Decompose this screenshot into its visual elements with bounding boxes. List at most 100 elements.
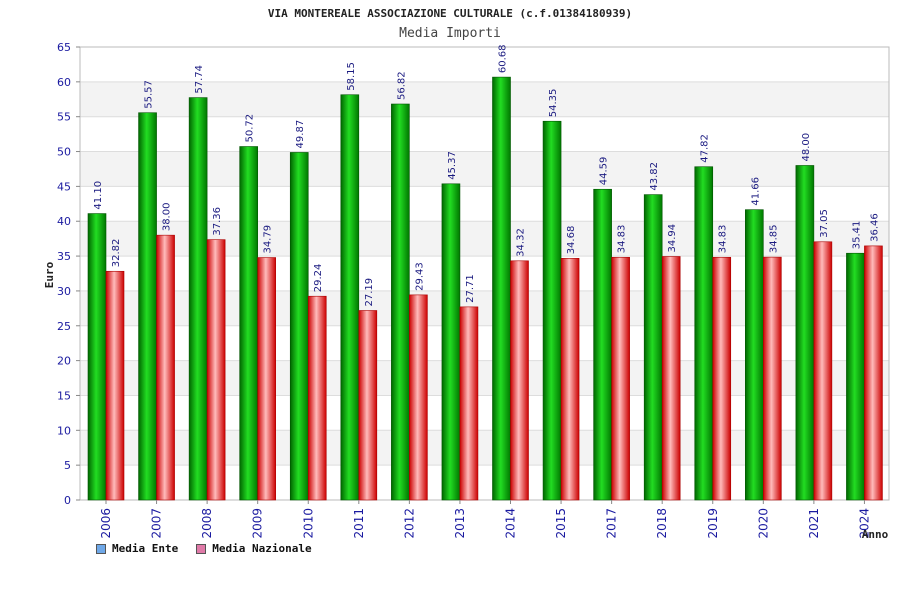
bar-ente <box>593 188 612 501</box>
value-label-nazionale: 34.83 <box>617 225 628 254</box>
value-label-ente: 57.74 <box>194 65 205 94</box>
x-tick-label: 2008 <box>200 508 214 539</box>
value-label-nazionale: 29.24 <box>313 264 324 293</box>
value-label-nazionale: 34.94 <box>667 224 678 253</box>
x-tick-label: 2021 <box>807 508 821 539</box>
chart-subtitle: Media Importi <box>399 26 501 41</box>
value-label-nazionale: 34.85 <box>768 224 779 253</box>
value-label-ente: 35.41 <box>851 221 862 250</box>
x-tick-label: 2009 <box>251 508 265 539</box>
bar-ente <box>643 194 663 501</box>
bar-nazionale <box>864 245 883 501</box>
y-tick-label: 25 <box>57 320 71 333</box>
value-label-ente: 44.59 <box>599 157 610 186</box>
y-axis-label: Euro <box>43 261 56 288</box>
value-label-ente: 48.00 <box>801 133 812 162</box>
x-tick-label: 2010 <box>301 508 315 539</box>
y-tick-label: 5 <box>64 459 71 472</box>
y-tick-label: 65 <box>57 41 71 54</box>
value-label-nazionale: 29.43 <box>414 262 425 291</box>
legend-label-ente: Media Ente <box>112 542 179 555</box>
bar-ente <box>492 76 511 501</box>
bar-ente <box>289 152 309 501</box>
bar-nazionale <box>206 239 226 501</box>
value-label-ente: 45.37 <box>447 151 458 180</box>
bars: 41.10 32.82 55.57 38.00 57.74 37.36 50.72 34.79… <box>87 44 883 501</box>
x-tick-label: 2006 <box>99 508 113 539</box>
legend-swatch-ente <box>96 543 106 554</box>
bar-nazionale <box>459 306 479 501</box>
y-tick-label: 55 <box>57 111 71 124</box>
x-tick-label: 2014 <box>504 508 518 539</box>
x-tick-label: 2015 <box>554 508 568 539</box>
value-label-nazionale: 32.82 <box>111 239 122 268</box>
value-label-ente: 47.82 <box>700 134 711 163</box>
value-label-nazionale: 37.36 <box>212 207 223 236</box>
bar-ente <box>694 166 714 501</box>
bar-ente <box>795 165 815 501</box>
x-tick-label: 2011 <box>352 508 366 539</box>
x-tick-label: 2018 <box>655 508 669 539</box>
bar-nazionale <box>257 257 276 501</box>
y-tick-label: 10 <box>57 424 71 437</box>
bar-ente <box>846 252 865 501</box>
value-label-ente: 58.15 <box>346 62 357 91</box>
bar-ente <box>441 183 461 501</box>
bar-nazionale <box>105 270 125 501</box>
plot-frame <box>79 46 890 501</box>
plot-band <box>80 151 889 187</box>
value-label-nazionale: 37.05 <box>819 209 830 238</box>
y-tick-label: 50 <box>57 146 71 159</box>
bar-nazionale <box>156 234 175 501</box>
value-label-ente: 43.82 <box>649 162 660 191</box>
bar-ente <box>188 97 208 501</box>
y-tick-label: 30 <box>57 285 71 298</box>
x-axis-label: Anno <box>862 528 889 541</box>
bar-ente <box>391 103 410 501</box>
x-tick-label: 2017 <box>605 508 619 539</box>
x-tick-label: 2020 <box>756 508 770 539</box>
bar-nazionale <box>611 256 630 501</box>
value-label-ente: 50.72 <box>245 114 256 143</box>
value-label-ente: 41.10 <box>93 181 104 210</box>
value-label-ente: 56.82 <box>396 71 407 100</box>
bar-nazionale <box>712 256 732 501</box>
value-label-nazionale: 36.46 <box>869 213 880 242</box>
value-label-nazionale: 34.83 <box>718 225 729 254</box>
bar-ente <box>87 213 107 501</box>
x-axis-ticks: 2006 2007 2008 2009 2010 2011 2012 2013 2014 2015… <box>99 500 871 539</box>
plot-band <box>80 81 889 117</box>
y-axis-ticks: 0 5 10 15 20 25 30 35 40 45 50 55 60 65 <box>57 41 80 507</box>
bar-nazionale <box>358 310 378 501</box>
x-tick-label: 2012 <box>402 508 416 539</box>
bar-nazionale <box>307 295 327 501</box>
value-label-nazionale: 34.32 <box>516 228 527 257</box>
y-tick-label: 60 <box>57 76 71 89</box>
legend-label-nazionale: Media Nazionale <box>212 542 312 555</box>
x-tick-label: 2024 <box>857 508 871 539</box>
bar-ente <box>239 146 258 501</box>
bar-ente <box>340 94 360 501</box>
bar-nazionale <box>510 260 529 501</box>
value-label-ente: 60.68 <box>498 44 509 73</box>
value-label-ente: 55.57 <box>144 80 155 109</box>
value-label-ente: 54.35 <box>548 89 559 118</box>
value-label-nazionale: 27.19 <box>364 278 375 307</box>
y-tick-label: 15 <box>57 389 71 402</box>
bar-ente <box>745 209 764 501</box>
value-label-nazionale: 34.79 <box>263 225 274 254</box>
bar-ente <box>542 120 562 501</box>
y-tick-label: 35 <box>57 250 71 263</box>
x-tick-label: 2013 <box>453 508 467 539</box>
chart-title: VIA MONTEREALE ASSOCIAZIONE CULTURALE (c… <box>268 7 632 20</box>
bar-ente <box>138 112 157 501</box>
bar-nazionale <box>409 294 428 501</box>
y-tick-label: 0 <box>64 494 71 507</box>
bar-nazionale <box>560 258 580 501</box>
value-label-ente: 41.66 <box>750 177 761 206</box>
y-tick-label: 20 <box>57 355 71 368</box>
value-label-nazionale: 27.71 <box>465 274 476 303</box>
y-tick-label: 40 <box>57 215 71 228</box>
bar-nazionale <box>813 241 833 501</box>
